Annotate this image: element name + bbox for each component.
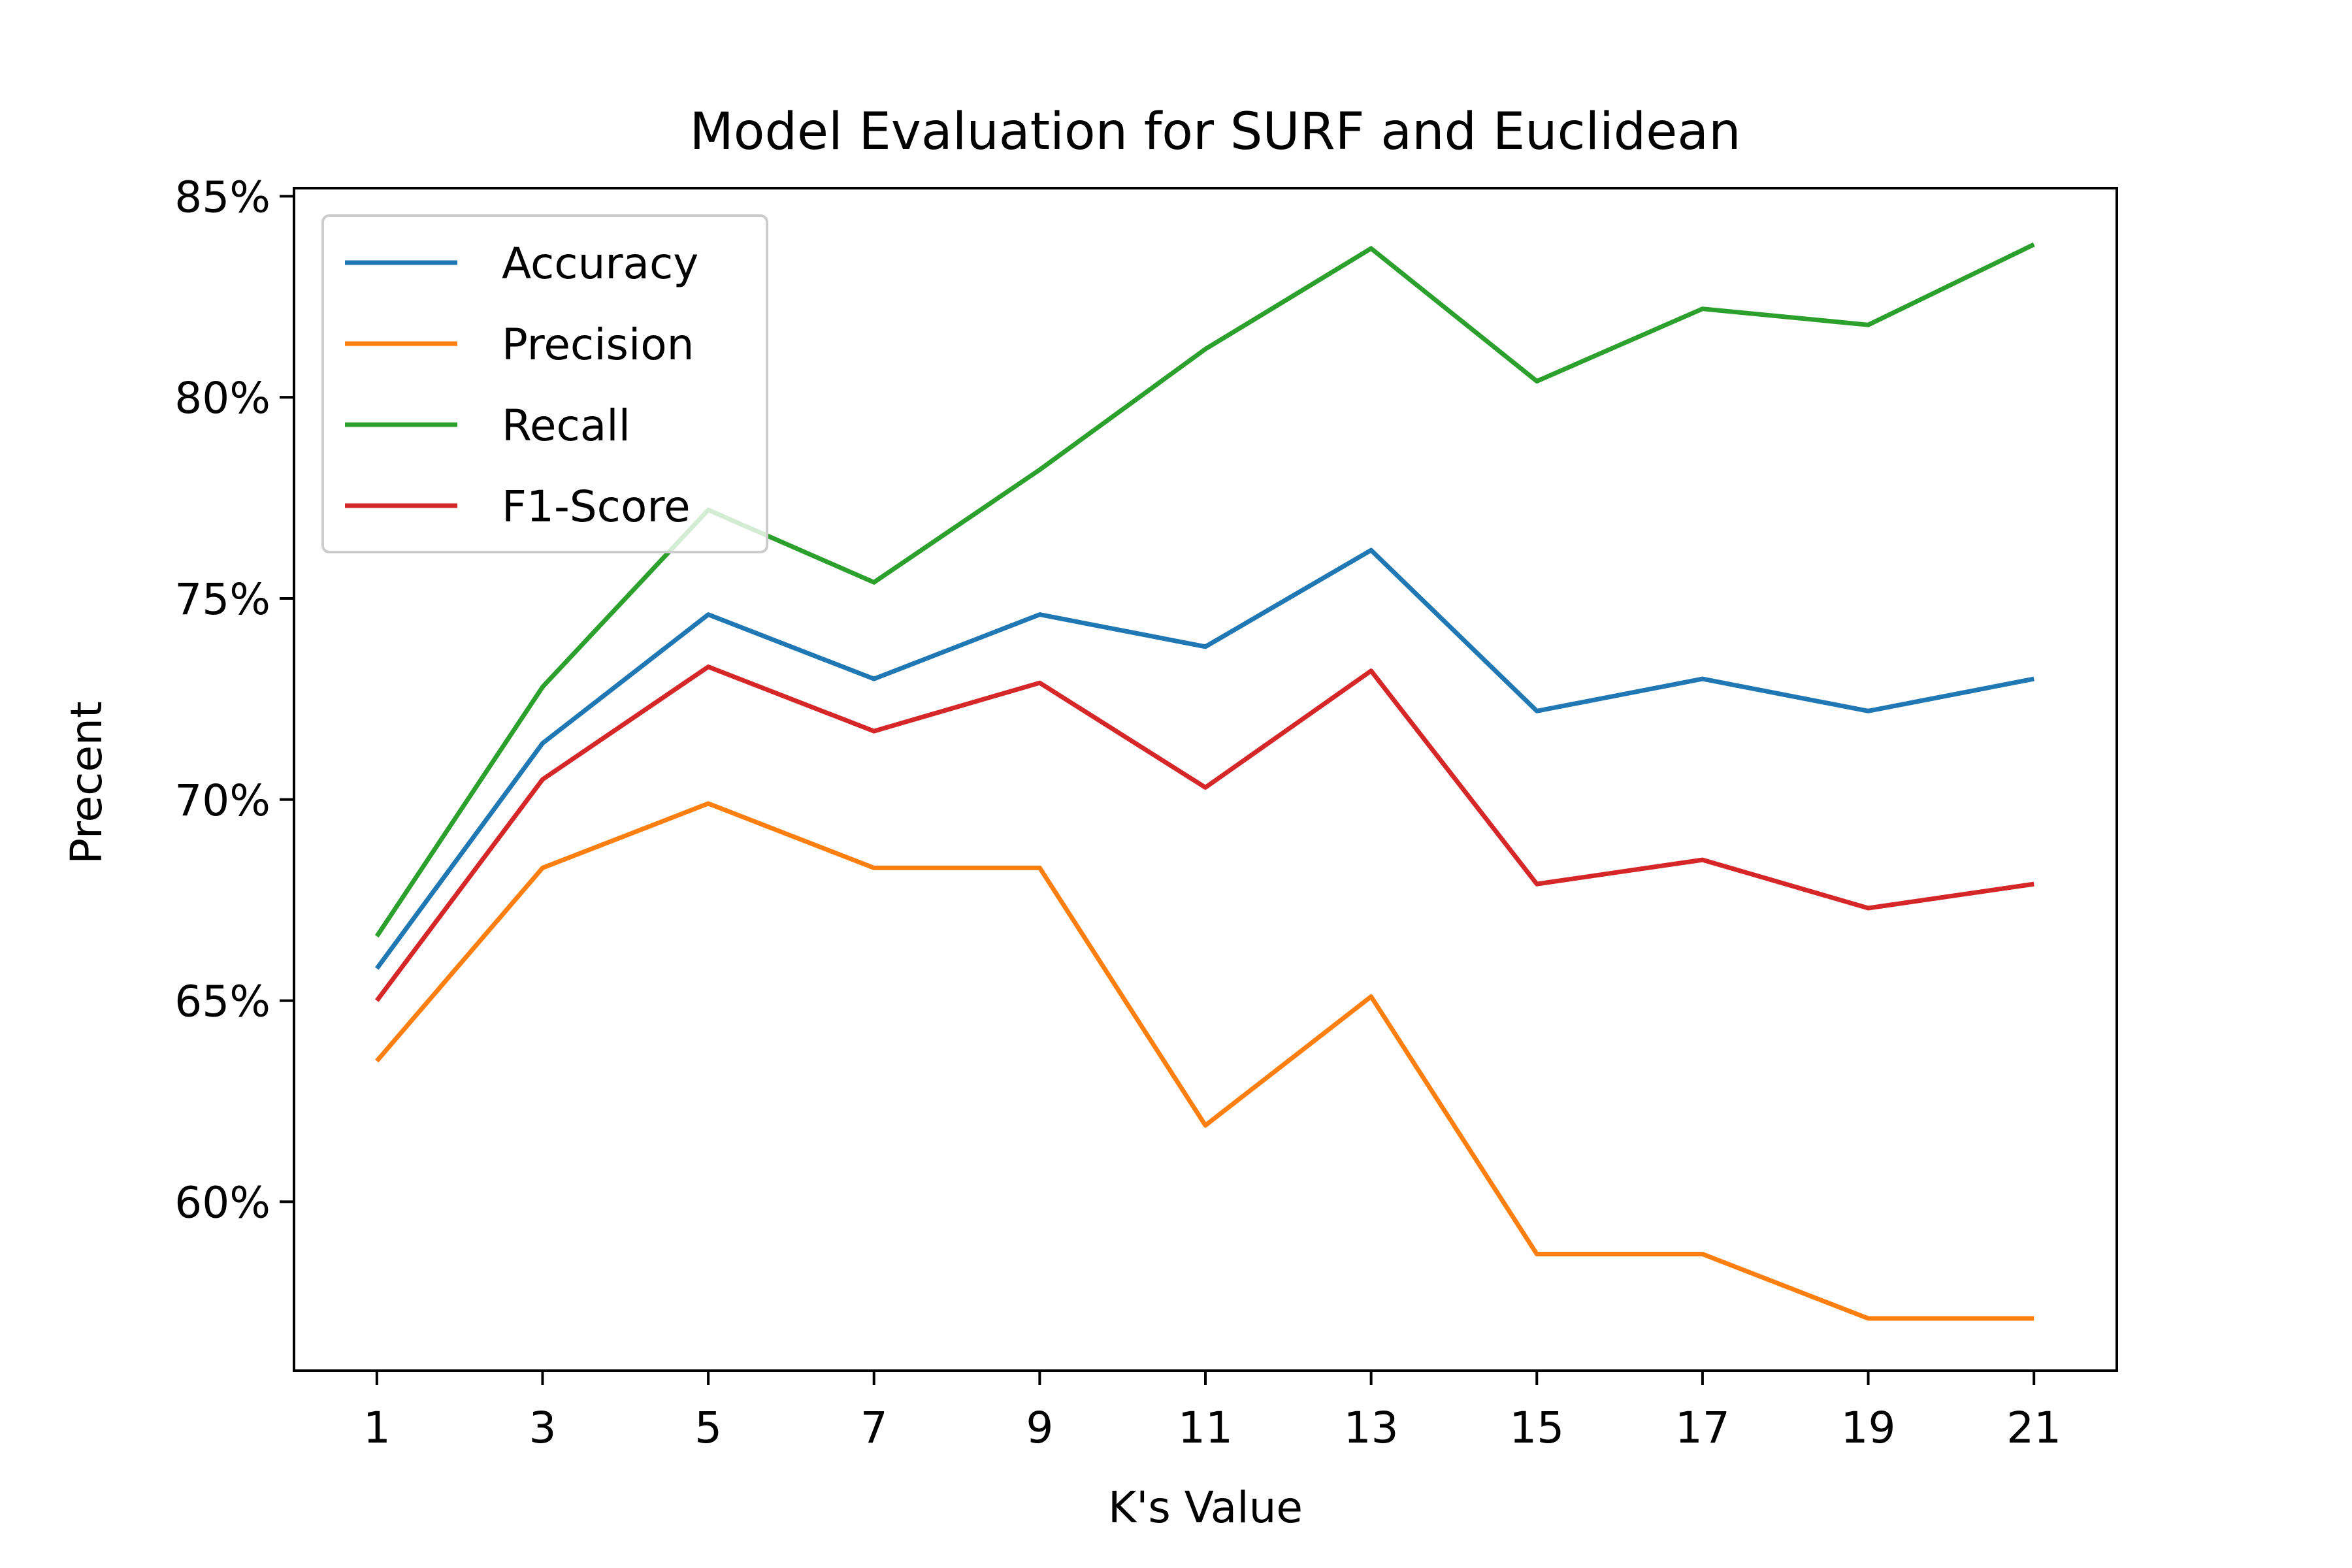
legend-label-precision: Precision xyxy=(502,319,694,370)
plot-area xyxy=(374,242,2035,1321)
legend: Accuracy Precision Recall F1-Score xyxy=(321,214,768,553)
x-tick-label: 11 xyxy=(1178,1403,1233,1453)
x-tick-label: 15 xyxy=(1509,1403,1564,1453)
y-tick-label: 85% xyxy=(174,172,270,222)
y-axis-label: Precent xyxy=(61,701,112,864)
x-tick-label: 9 xyxy=(1026,1403,1053,1453)
legend-box xyxy=(321,214,768,553)
y-tick-label: 80% xyxy=(174,373,270,423)
y-tick-label: 65% xyxy=(174,977,270,1027)
x-tick-label: 21 xyxy=(2006,1403,2061,1453)
x-axis: 1 3 5 7 9 11 13 15 17 19 21 xyxy=(363,1371,2061,1453)
x-axis-label: K's Value xyxy=(1108,1482,1303,1533)
legend-label-f1-score: F1-Score xyxy=(502,482,691,532)
x-tick-label: 3 xyxy=(529,1403,556,1453)
chart-title: Model Evaluation for SURF and Euclidean xyxy=(689,103,1740,161)
x-tick-label: 19 xyxy=(1841,1403,1896,1453)
legend-label-recall: Recall xyxy=(502,400,630,451)
y-tick-label: 60% xyxy=(174,1177,270,1228)
x-tick-label: 1 xyxy=(363,1403,391,1453)
series-line-precision xyxy=(375,801,2034,1321)
x-tick-label: 5 xyxy=(694,1403,722,1453)
x-tick-label: 13 xyxy=(1344,1403,1399,1453)
legend-label-accuracy: Accuracy xyxy=(502,238,698,289)
y-axis: 60% 65% 70% 75% 80% 85% xyxy=(174,172,294,1228)
y-tick-label: 75% xyxy=(174,574,270,625)
x-tick-label: 17 xyxy=(1675,1403,1730,1453)
y-tick-label: 70% xyxy=(174,776,270,826)
series-line-f1-score xyxy=(374,664,2034,1002)
series-line-accuracy xyxy=(374,547,2034,970)
x-tick-label: 7 xyxy=(860,1403,888,1453)
series-line-recall xyxy=(374,242,2035,938)
